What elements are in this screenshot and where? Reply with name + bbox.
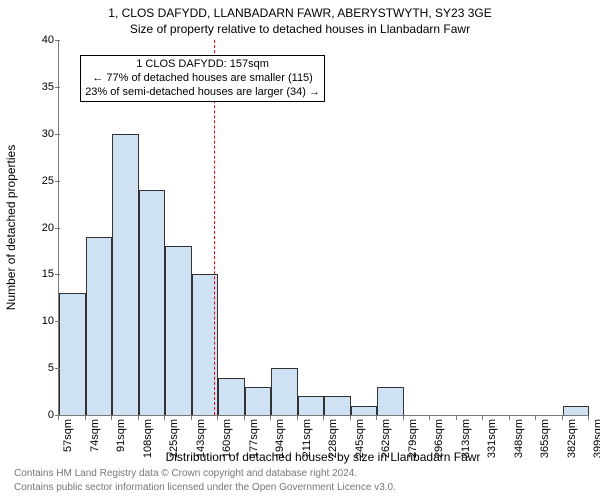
x-tick-mark [244, 415, 245, 420]
x-tick-label: 399sqm [592, 419, 600, 469]
x-tick-mark [85, 415, 86, 420]
x-tick-mark [588, 415, 589, 420]
x-tick-mark [482, 415, 483, 420]
x-tick-mark [297, 415, 298, 420]
footer-line2: Contains public sector information licen… [14, 482, 396, 493]
x-axis-label: Distribution of detached houses by size … [58, 450, 588, 464]
y-tick-label: 15 [26, 268, 54, 280]
histogram-bar [351, 406, 378, 415]
y-tick-label: 10 [26, 315, 54, 327]
x-tick-mark [350, 415, 351, 420]
chart-container: 1, CLOS DAFYDD, LLANBADARN FAWR, ABERYST… [0, 0, 600, 500]
x-tick-mark [403, 415, 404, 420]
x-tick-mark [58, 415, 59, 420]
x-tick-mark [138, 415, 139, 420]
x-tick-mark [164, 415, 165, 420]
chart-title-line1: 1, CLOS DAFYDD, LLANBADARN FAWR, ABERYST… [0, 6, 600, 20]
x-tick-mark [111, 415, 112, 420]
histogram-bar [165, 246, 192, 415]
x-tick-mark [429, 415, 430, 420]
x-tick-mark [270, 415, 271, 420]
x-tick-mark [376, 415, 377, 420]
histogram-bar [563, 406, 590, 415]
y-tick-label: 0 [26, 409, 54, 421]
histogram-bar [59, 293, 86, 415]
y-tick-label: 35 [26, 81, 54, 93]
histogram-bar [86, 237, 113, 415]
x-tick-mark [509, 415, 510, 420]
chart-title-line2: Size of property relative to detached ho… [0, 22, 600, 36]
annotation-box: 1 CLOS DAFYDD: 157sqm← 77% of detached h… [80, 55, 325, 102]
y-tick-label: 5 [26, 362, 54, 374]
y-tick-label: 40 [26, 34, 54, 46]
x-tick-mark [456, 415, 457, 420]
histogram-bar [112, 134, 139, 415]
histogram-bar [324, 396, 351, 415]
x-tick-mark [323, 415, 324, 420]
histogram-bar [298, 396, 325, 415]
x-tick-mark [562, 415, 563, 420]
y-tick-label: 25 [26, 175, 54, 187]
annotation-line: 23% of semi-detached houses are larger (… [85, 86, 320, 100]
histogram-bar [377, 387, 404, 415]
histogram-bar [245, 387, 272, 415]
footer-line1: Contains HM Land Registry data © Crown c… [14, 468, 357, 479]
x-tick-mark [217, 415, 218, 420]
annotation-line: ← 77% of detached houses are smaller (11… [85, 72, 320, 86]
histogram-bar [271, 368, 298, 415]
annotation-line: 1 CLOS DAFYDD: 157sqm [85, 58, 320, 72]
y-tick-label: 20 [26, 222, 54, 234]
x-tick-mark [191, 415, 192, 420]
plot-area: 1 CLOS DAFYDD: 157sqm← 77% of detached h… [58, 40, 589, 416]
y-tick-label: 30 [26, 128, 54, 140]
histogram-bar [139, 190, 166, 415]
y-axis-label: Number of detached properties [4, 40, 24, 415]
histogram-bar [218, 378, 245, 416]
x-tick-mark [535, 415, 536, 420]
